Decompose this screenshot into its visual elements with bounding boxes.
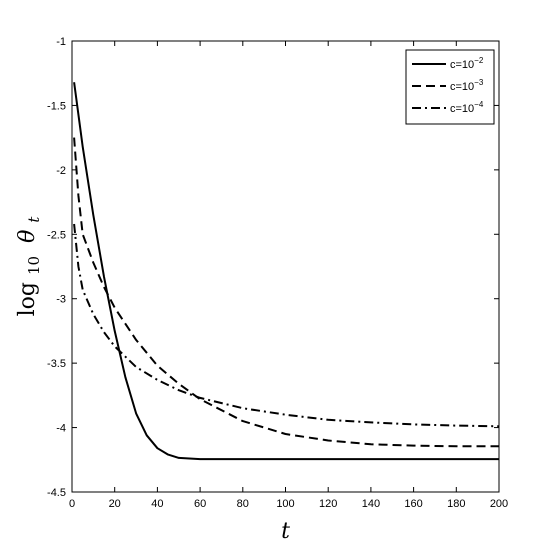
series-line-2	[73, 137, 499, 448]
x-tick-label: 180	[447, 498, 465, 510]
x-tick-label: 40	[151, 498, 163, 510]
y-tick-label: -1.5	[47, 100, 66, 112]
y-axis-label: log 10 θ t	[15, 216, 45, 317]
y-label-theta: θ	[15, 230, 40, 243]
x-tick-label: 0	[69, 498, 75, 510]
y-label-log: log	[15, 282, 40, 316]
y-tick-label: -3.5	[47, 358, 66, 370]
legend: c=10−2 c=10−3 c=10−4	[405, 49, 495, 125]
x-tick-label: 20	[109, 498, 121, 510]
svg-text:log 10 θ t: log 10 θ t	[15, 216, 45, 317]
y-tick-label: -2	[56, 165, 66, 177]
series-line-3	[73, 223, 500, 428]
tick-layer: 0 20 40 60 80 100 120 140 160 180 200 -4.5 -4 -3.5 -3 -…	[47, 36, 508, 510]
legend-label-3: c=10−4	[450, 100, 484, 115]
x-axis-label: t	[281, 519, 290, 544]
x-tick-label: 140	[362, 498, 380, 510]
series-line-1	[73, 82, 499, 461]
x-tick-label: 120	[319, 498, 337, 510]
y-tick-label: -2.5	[47, 229, 66, 241]
x-tick-label: 200	[490, 498, 508, 510]
y-tick-label: -3	[56, 294, 66, 306]
y-label-log-sub: 10	[25, 256, 43, 275]
x-tick-label: 100	[276, 498, 294, 510]
legend-label-2: c=10−3	[450, 78, 484, 93]
x-tick-label: 60	[194, 498, 206, 510]
y-tick-label: -1	[56, 36, 66, 48]
x-tick-label: 80	[237, 498, 249, 510]
series-layer	[73, 82, 500, 461]
legend-label-1: c=10−2	[450, 56, 484, 71]
y-label-theta-sub: t	[25, 216, 43, 223]
y-tick-label: -4.5	[47, 487, 66, 499]
y-tick-label: -4	[56, 423, 66, 435]
x-tick-label: 160	[404, 498, 422, 510]
